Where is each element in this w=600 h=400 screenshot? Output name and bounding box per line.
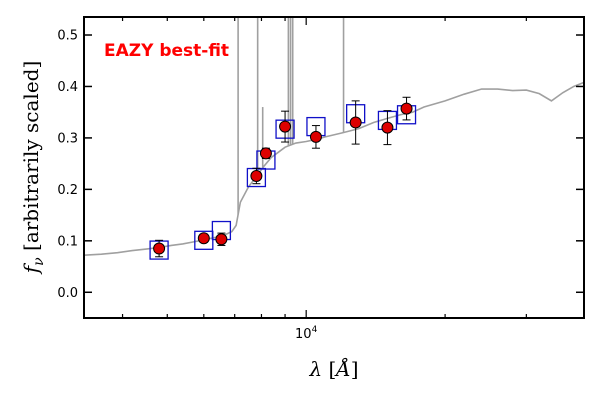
x-tick-label: 104 — [295, 325, 318, 342]
annotation-label: EAZY best-fit — [104, 41, 229, 61]
data-point — [250, 169, 263, 182]
data-point — [259, 147, 272, 160]
y-tick-label: 0.1 — [57, 234, 78, 249]
data-point — [215, 233, 228, 246]
y-tick-label: 0.5 — [57, 29, 78, 44]
y-axis-label: fν [arbitrarily scaled] — [19, 61, 47, 276]
model-photometry-box — [194, 230, 214, 250]
y-tick-label: 0.2 — [57, 183, 78, 198]
data-point — [381, 121, 394, 134]
y-tick-label: 0.0 — [57, 286, 78, 301]
model-sed-layer — [84, 17, 584, 257]
data-point — [197, 232, 210, 245]
data-point — [349, 116, 362, 129]
data-points-layer — [149, 96, 417, 260]
data-point — [153, 242, 166, 255]
y-tick-label: 0.4 — [57, 80, 78, 95]
axes-layer: 0.0 0.1 0.2 0.3 0.4 0.5 104 — [57, 16, 585, 342]
data-point — [400, 102, 413, 115]
y-tick-label: 0.3 — [57, 131, 78, 146]
plot-frame — [83, 16, 585, 319]
model-sed-line — [84, 81, 584, 257]
data-point — [279, 120, 292, 133]
data-point — [309, 130, 322, 143]
x-axis-label: λ [Å] — [308, 356, 358, 381]
